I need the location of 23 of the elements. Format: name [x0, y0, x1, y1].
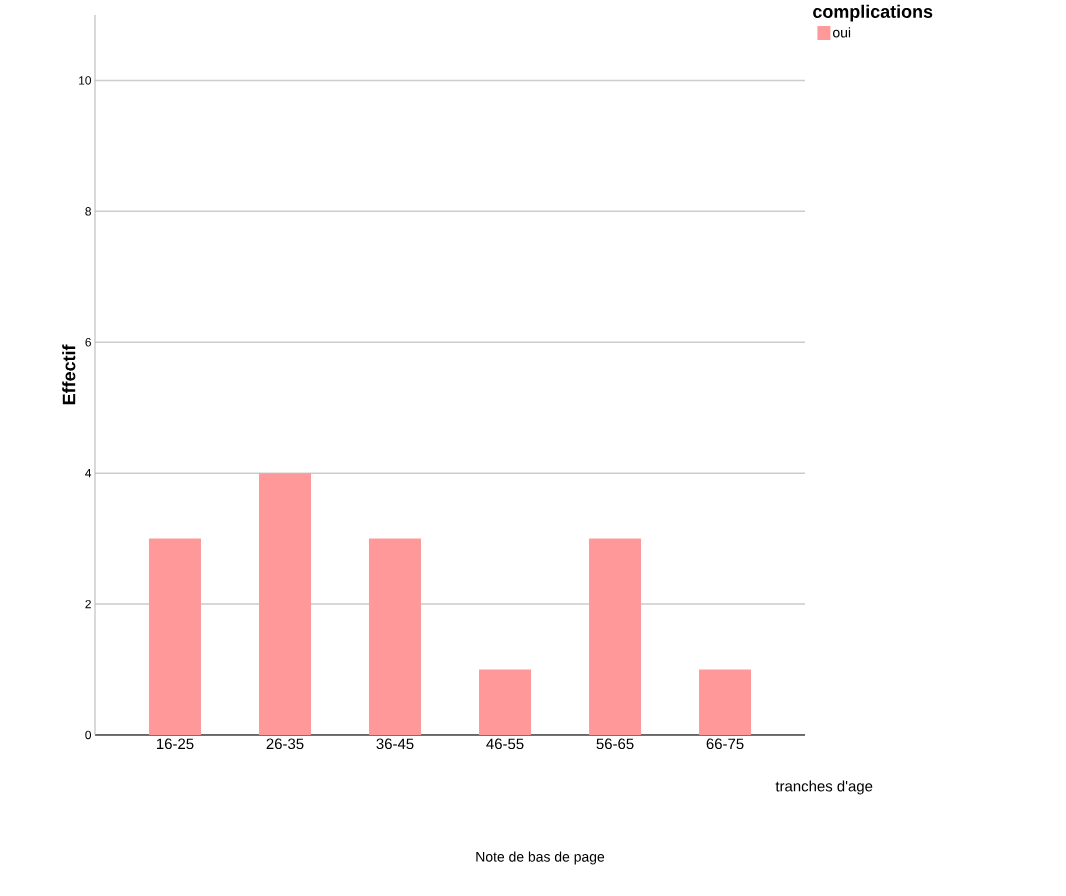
y-tick-label: 4: [85, 469, 92, 478]
bar: [479, 669, 532, 735]
legend-label: oui: [833, 27, 851, 38]
text: Note de bas de page: [476, 851, 605, 865]
x-tick-label: 46-55: [486, 738, 524, 750]
x-tick-label: 66-75: [706, 738, 744, 750]
x-axis-title: tranches d'age: [775, 780, 873, 795]
y-axis-title: Effectif: [62, 344, 76, 405]
y-tick-label: 6: [85, 338, 91, 347]
y-tick-label: 10: [79, 76, 92, 85]
x-tick-label: 26-35: [266, 738, 304, 750]
y-tick-label: 0: [85, 730, 92, 740]
x-tick-label: 36-45: [376, 738, 414, 750]
y-tick-label: 2: [85, 599, 91, 609]
x-tick-label: 56-65: [596, 738, 634, 750]
bar: [148, 538, 201, 735]
y-tick-label: 8: [85, 207, 91, 216]
bar: [369, 538, 422, 735]
bar: [589, 538, 642, 735]
bar: [699, 669, 752, 735]
x-tick-label: 16-25: [157, 738, 194, 750]
legend-title: complications: [813, 4, 933, 22]
bar: [259, 473, 311, 735]
